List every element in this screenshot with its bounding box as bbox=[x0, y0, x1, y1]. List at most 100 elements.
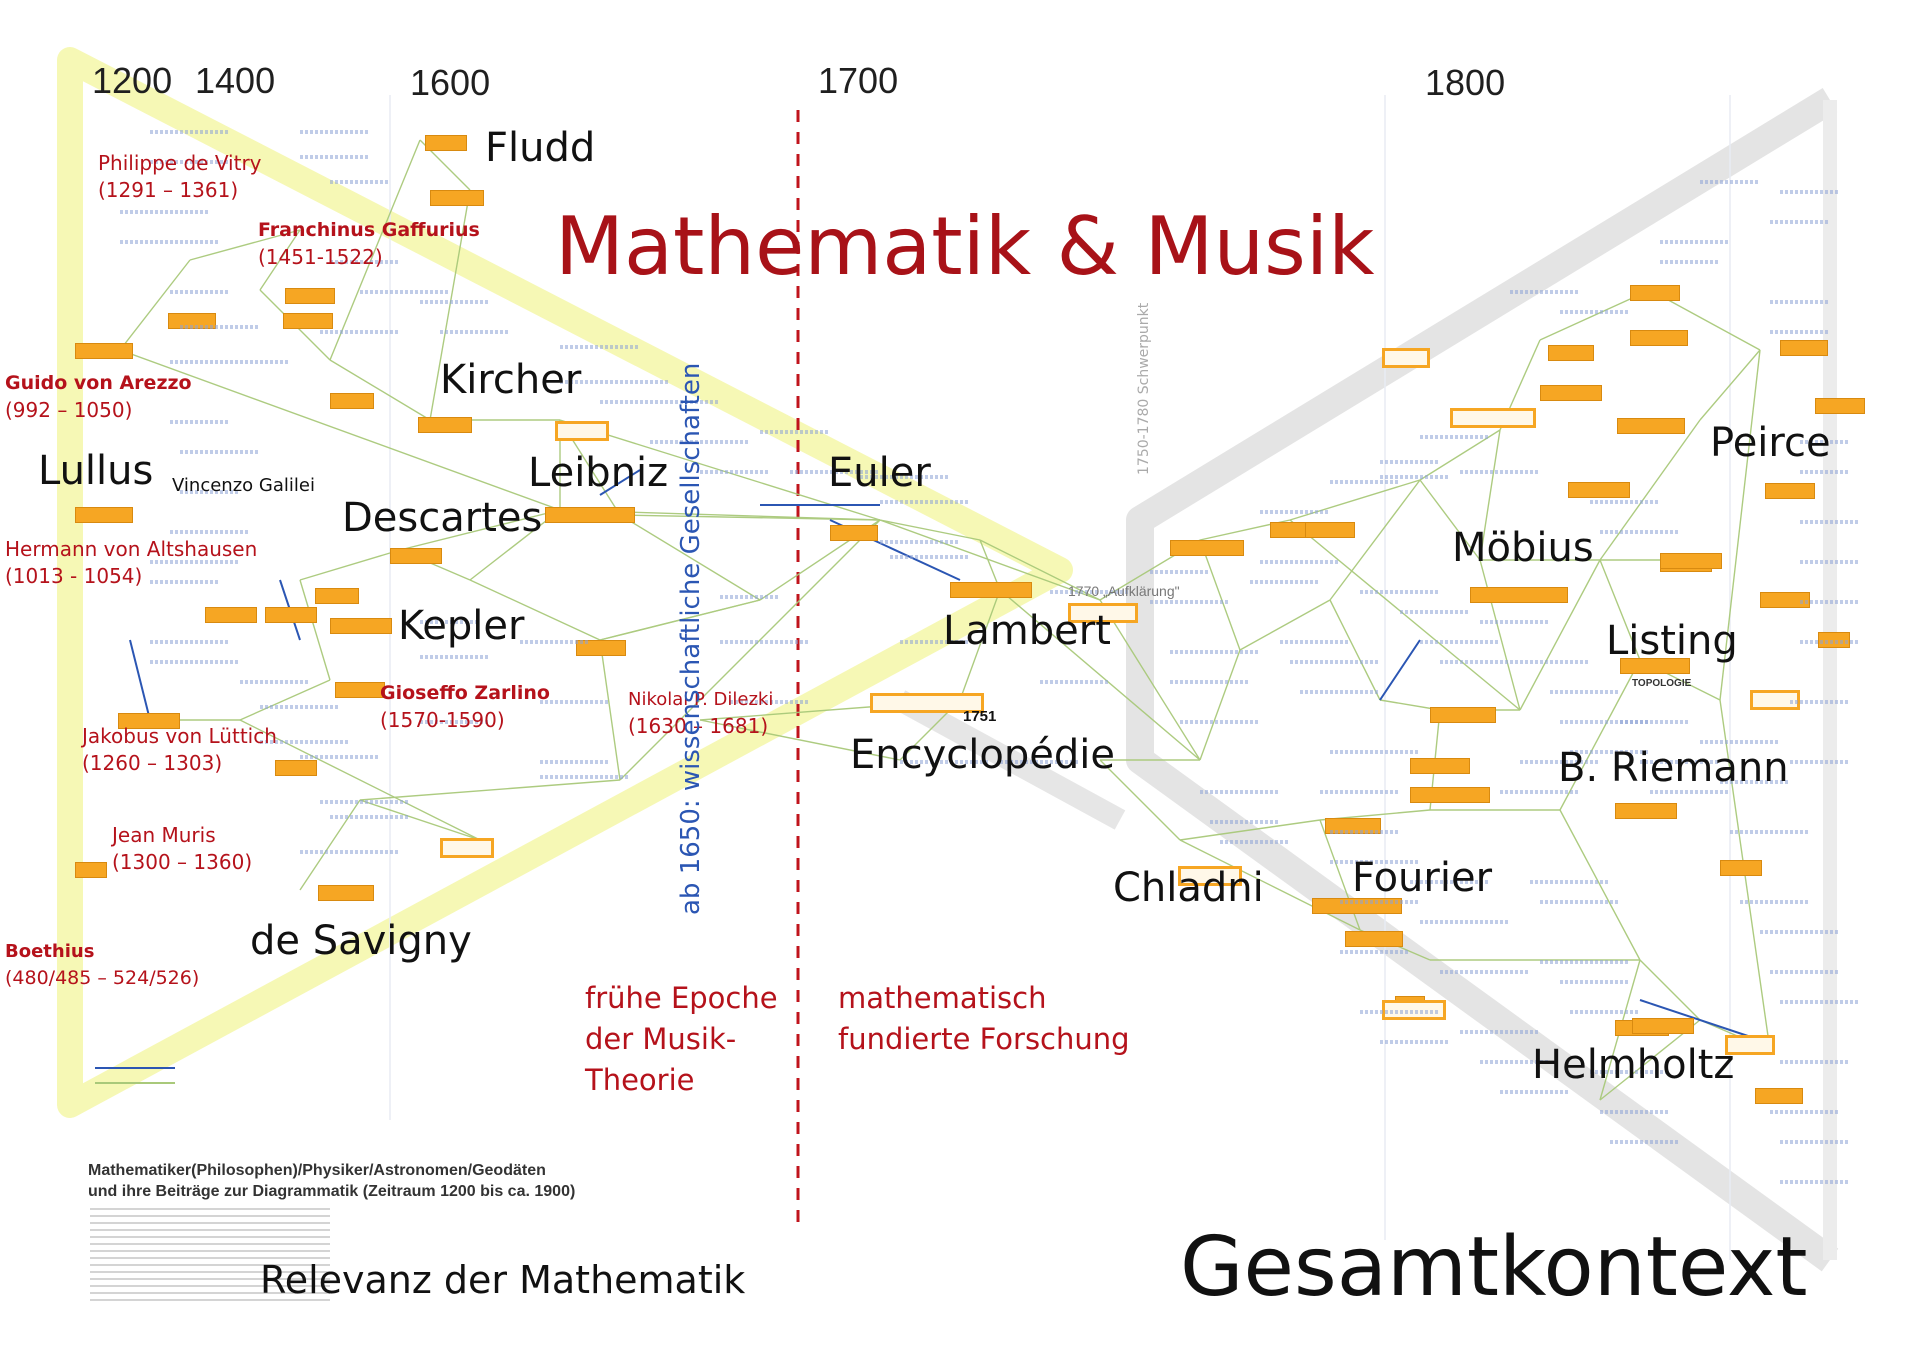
person-node-box bbox=[275, 760, 317, 776]
faint-text-line bbox=[1770, 1110, 1840, 1114]
faint-text-line bbox=[1520, 760, 1600, 764]
faint-text-line bbox=[1250, 580, 1320, 584]
faint-text-line bbox=[1570, 1010, 1640, 1014]
faint-text-line bbox=[1410, 880, 1490, 884]
faint-text-line bbox=[1660, 240, 1730, 244]
faint-text-line bbox=[300, 755, 380, 759]
faint-text-line bbox=[1280, 640, 1350, 644]
faint-text-line bbox=[880, 540, 960, 544]
person-luettich-dates: (1260 – 1303) bbox=[82, 751, 223, 775]
person-node-box bbox=[1568, 482, 1630, 498]
name-kepler: Kepler bbox=[398, 603, 525, 649]
person-zarlino-name: Gioseffo Zarlino bbox=[380, 682, 550, 704]
person-node-box bbox=[315, 588, 359, 604]
name-de-savigny: de Savigny bbox=[250, 918, 472, 964]
year-label-1700: 1700 bbox=[818, 60, 899, 101]
faint-text-line bbox=[1800, 640, 1860, 644]
person-luettich: Jakobus von Lüttich (1260 – 1303) bbox=[82, 723, 277, 777]
faint-text-line bbox=[1180, 720, 1260, 724]
faint-text-line bbox=[760, 430, 830, 434]
faint-text-line bbox=[720, 595, 780, 599]
person-node-box bbox=[1617, 418, 1685, 434]
faint-text-line bbox=[1360, 1010, 1440, 1014]
faint-text-line bbox=[440, 330, 510, 334]
faint-text-line bbox=[1700, 740, 1780, 744]
faint-text-line bbox=[650, 440, 750, 444]
person-node-box bbox=[1305, 522, 1355, 538]
label-gesamtkontext: Gesamtkontext bbox=[1180, 1220, 1808, 1315]
faint-text-line bbox=[1550, 690, 1620, 694]
faint-text-line bbox=[1000, 760, 1080, 764]
person-node-box bbox=[1815, 398, 1865, 414]
faint-text-line bbox=[300, 155, 370, 159]
faint-text-line bbox=[180, 490, 240, 494]
faint-text-line bbox=[1510, 290, 1580, 294]
faint-text-line bbox=[1040, 680, 1110, 684]
label-topologie: TOPOLOGIE bbox=[1632, 678, 1692, 689]
faint-text-line bbox=[170, 420, 230, 424]
faint-text-line bbox=[1800, 520, 1860, 524]
name-helmholtz: Helmholtz bbox=[1532, 1042, 1735, 1088]
person-node-box bbox=[1755, 1088, 1803, 1104]
person-node-box bbox=[118, 713, 180, 729]
faint-text-line bbox=[1770, 220, 1830, 224]
faint-text-line bbox=[420, 620, 480, 624]
name-moebius: Möbius bbox=[1452, 525, 1594, 571]
faint-text-line bbox=[1330, 830, 1400, 834]
faint-text-line bbox=[360, 290, 450, 294]
faint-text-line bbox=[1540, 900, 1620, 904]
faint-text-line bbox=[1600, 530, 1680, 534]
faint-text-line bbox=[1460, 1030, 1540, 1034]
faint-text-line bbox=[260, 740, 350, 744]
faint-text-line bbox=[1330, 860, 1420, 864]
person-node-box bbox=[330, 393, 374, 409]
faint-text-line bbox=[1170, 680, 1250, 684]
person-dilezki-dates: (1630 – 1681) bbox=[628, 714, 769, 738]
faint-text-line bbox=[150, 580, 220, 584]
name-chladni: Chladni bbox=[1113, 865, 1264, 911]
faint-text-line bbox=[120, 210, 210, 214]
name-riemann: B. Riemann bbox=[1558, 745, 1789, 791]
year-label-1200: 1200 bbox=[92, 60, 173, 101]
faint-text-line bbox=[150, 640, 230, 644]
person-node-box bbox=[1725, 1035, 1775, 1055]
faint-text-line bbox=[520, 640, 590, 644]
person-node-box bbox=[1470, 587, 1568, 603]
name-euler: Euler bbox=[828, 450, 931, 496]
person-node-box bbox=[75, 507, 133, 523]
faint-text-line bbox=[540, 760, 610, 764]
person-boethius-dates: (480/485 – 524/526) bbox=[5, 967, 200, 989]
person-altshausen-name: Hermann von Altshausen bbox=[5, 537, 258, 561]
faint-text-line bbox=[1760, 930, 1840, 934]
faint-text-line bbox=[730, 700, 810, 704]
faint-text-line bbox=[1260, 510, 1330, 514]
label-1751: 1751 bbox=[963, 708, 997, 725]
faint-text-line bbox=[420, 720, 490, 724]
faint-text-line bbox=[860, 475, 950, 479]
person-node-box bbox=[1720, 860, 1762, 876]
person-node-box bbox=[425, 135, 467, 151]
person-node-box bbox=[1410, 758, 1470, 774]
faint-text-line bbox=[330, 180, 390, 184]
person-muris-dates: (1300 – 1360) bbox=[112, 850, 253, 874]
faint-text-line bbox=[1420, 640, 1500, 644]
person-node-box bbox=[1660, 553, 1722, 569]
faint-text-line bbox=[1480, 620, 1550, 624]
person-node-box bbox=[75, 862, 107, 878]
person-node-box bbox=[1615, 803, 1677, 819]
faint-text-line bbox=[540, 700, 610, 704]
faint-text-line bbox=[1620, 720, 1690, 724]
person-node-box bbox=[1178, 866, 1242, 886]
name-fludd: Fludd bbox=[485, 125, 596, 171]
person-node-box bbox=[545, 507, 635, 523]
faint-text-line bbox=[320, 330, 400, 334]
name-peirce: Peirce bbox=[1710, 420, 1831, 466]
faint-text-line bbox=[1050, 590, 1130, 594]
person-node-box bbox=[1430, 707, 1496, 723]
faint-text-line bbox=[1700, 180, 1760, 184]
faint-text-line bbox=[1420, 920, 1510, 924]
year-label-1400: 1400 bbox=[195, 60, 276, 101]
person-gaffurius: Franchinus Gaffurius (1451-1522) bbox=[258, 217, 480, 271]
faint-text-line bbox=[1200, 790, 1280, 794]
diagram-caption: Mathematiker(Philosophen)/Physiker/Astro… bbox=[88, 1162, 576, 1200]
